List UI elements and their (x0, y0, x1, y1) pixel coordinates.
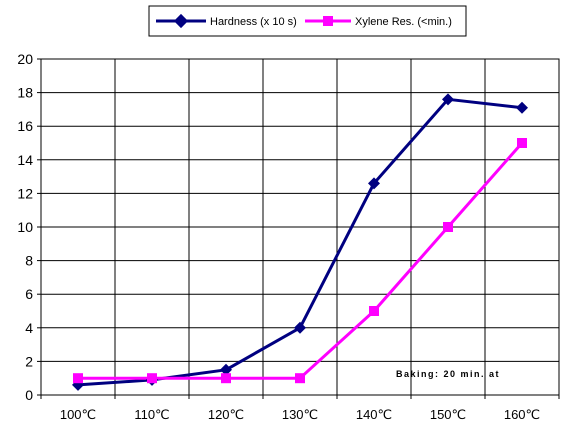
grid (41, 59, 559, 395)
data-point-xylene (443, 222, 453, 232)
x-tick-label: 120℃ (208, 407, 244, 422)
annotations: Baking: 20 min. at (396, 369, 500, 379)
y-tick-label: 4 (25, 320, 33, 336)
x-tick-label: 100℃ (60, 407, 96, 422)
y-tick-label: 18 (17, 85, 33, 101)
legend-marker-xylene (323, 16, 333, 26)
x-tick-label: 160℃ (504, 407, 540, 422)
data-point-hardness (368, 177, 380, 190)
x-tick-label: 130℃ (282, 407, 318, 422)
y-tick-label: 8 (25, 253, 33, 269)
data-point-xylene (73, 373, 83, 384)
y-tick-label: 10 (17, 219, 33, 235)
data-point-hardness (220, 363, 232, 376)
y-tick-label: 6 (25, 286, 33, 302)
legend-label-hardness: Hardness (x 10 s) (210, 16, 297, 28)
y-tick-label: 20 (17, 51, 33, 67)
x-tick-label: 150℃ (430, 407, 466, 422)
data-point-xylene (517, 138, 527, 148)
data-point-xylene (295, 373, 305, 384)
legend-label-xylene: Xylene Res. (<min.) (355, 16, 452, 28)
data-point-hardness (294, 321, 306, 334)
legend-item-xylene: Xylene Res. (<min.) (305, 16, 452, 28)
annotation-text: Baking: 20 min. at (396, 369, 500, 379)
data-point-xylene (369, 306, 379, 316)
data-point-hardness (516, 101, 528, 114)
x-tick-label: 140℃ (356, 407, 392, 422)
data-point-xylene (147, 373, 157, 384)
y-tick-label: 16 (17, 118, 33, 134)
data-point-hardness (442, 93, 454, 106)
y-tick-label: 14 (17, 152, 33, 168)
y-tick-label: 12 (17, 185, 33, 201)
legend: Hardness (x 10 s) Xylene Res. (<min.) (148, 5, 467, 37)
data-point-xylene (221, 373, 231, 384)
series (72, 93, 528, 391)
y-tick-label: 2 (25, 353, 33, 369)
x-tick-label: 110℃ (134, 407, 169, 422)
y-tick-label: 0 (25, 387, 33, 403)
axes: 0 2 4 6 8 10 12 14 16 18 20 100℃ 110℃ 120℃ 130℃ 140℃ 150… (17, 51, 560, 422)
